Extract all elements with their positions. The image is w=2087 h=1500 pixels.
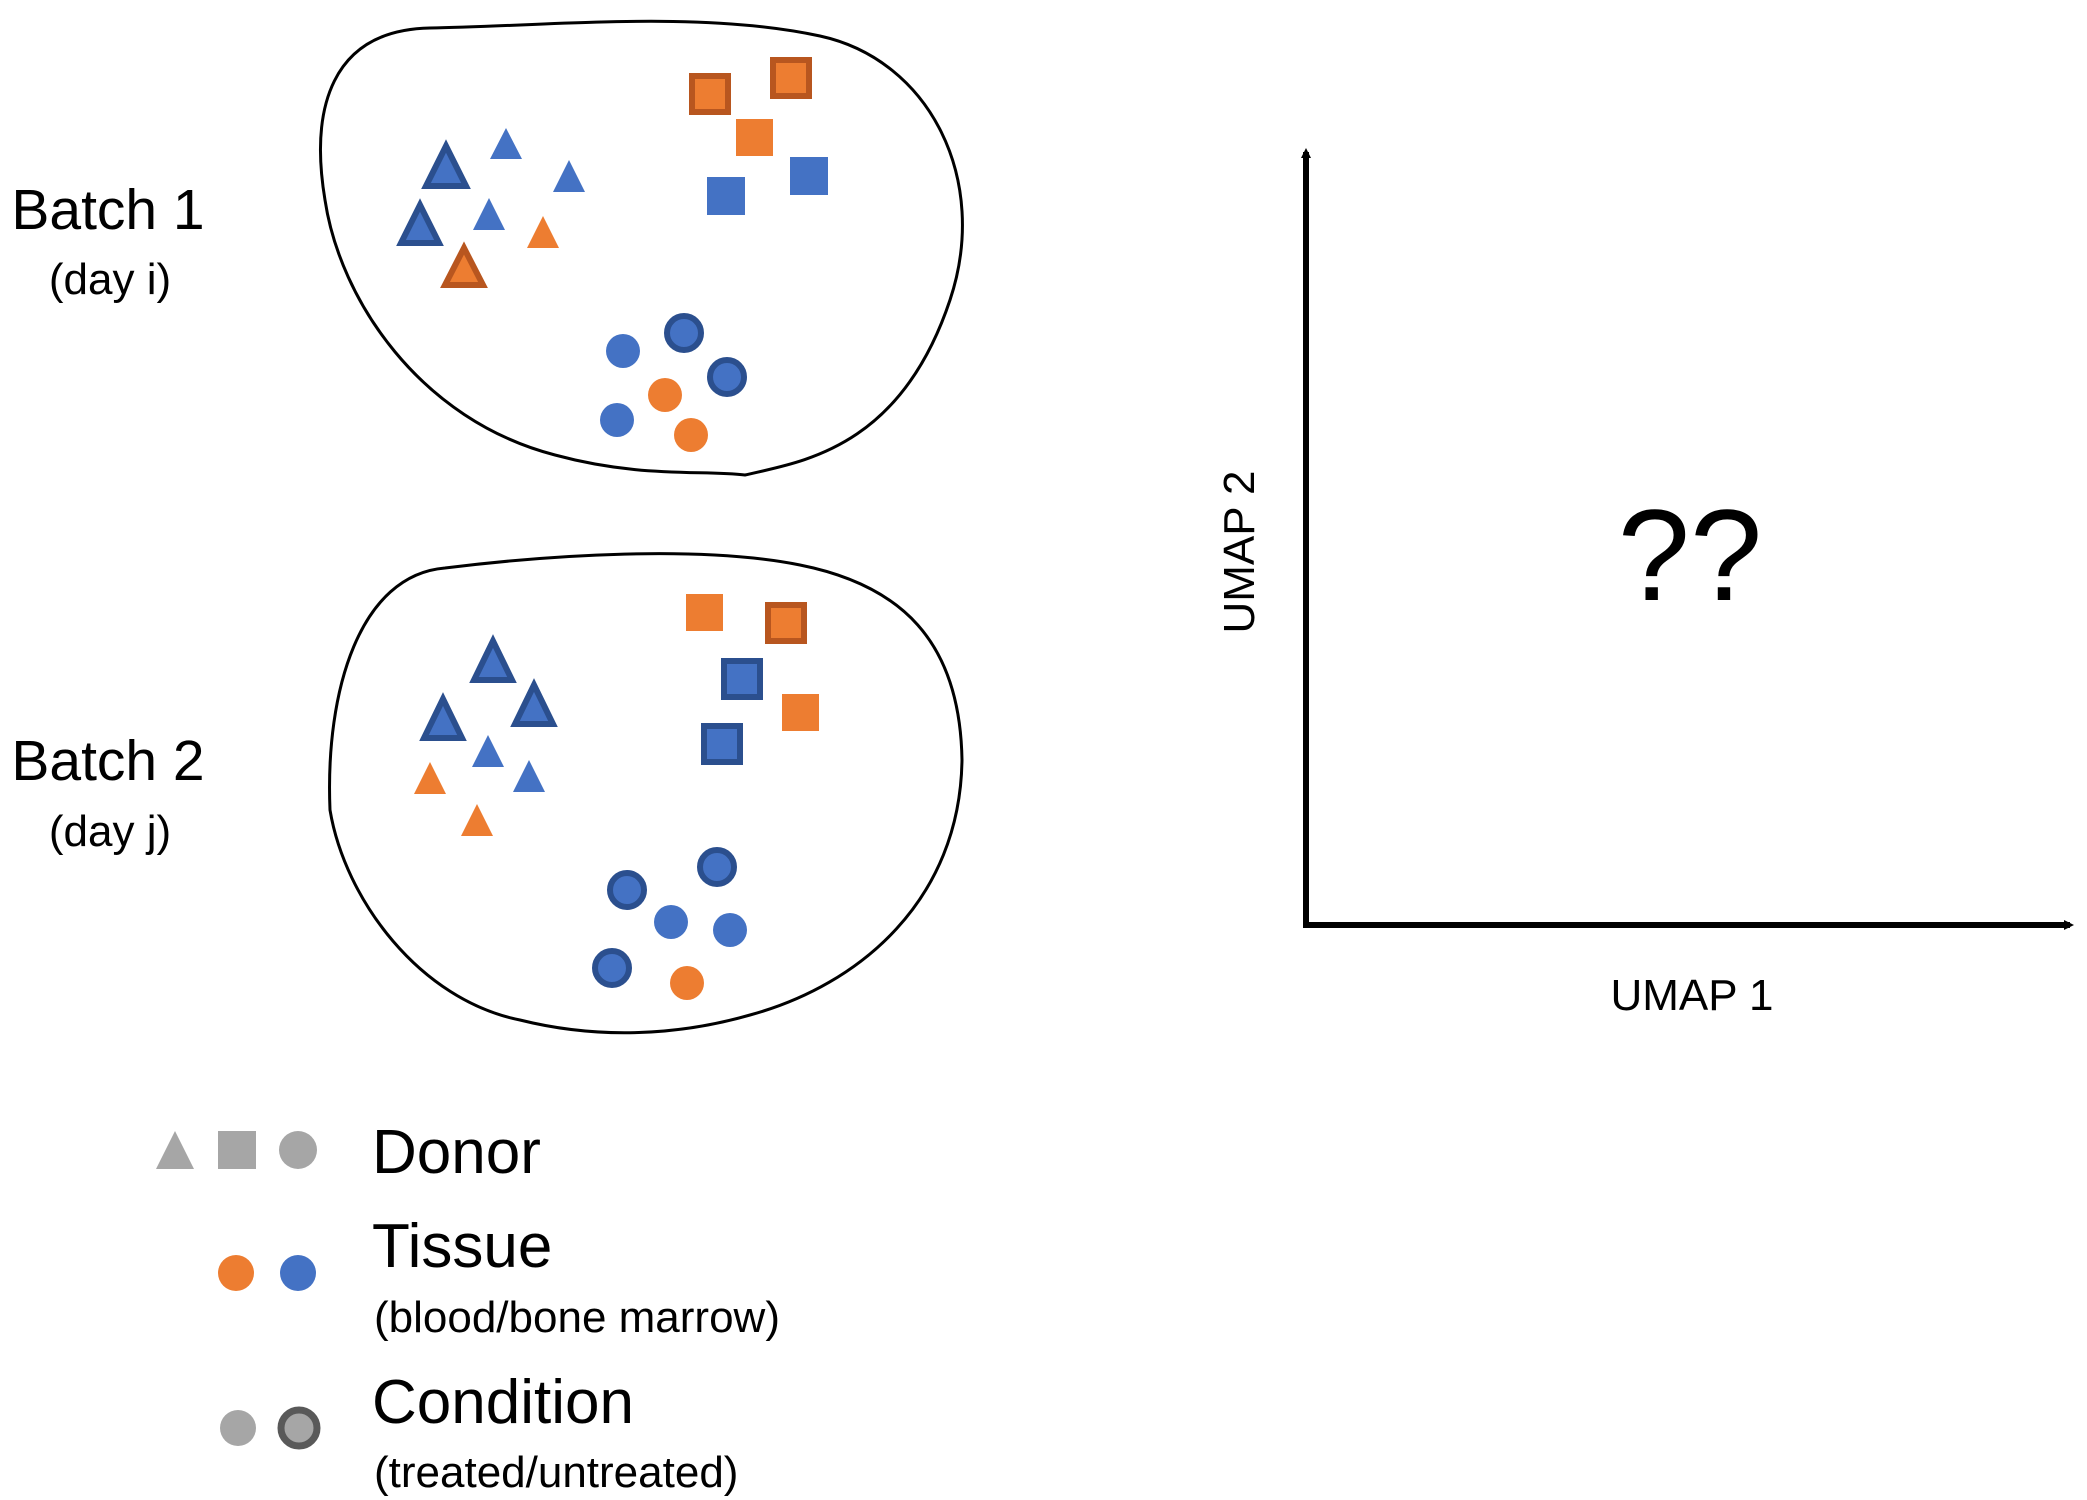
circle-marker [218,1255,254,1291]
circle-marker [664,313,704,353]
legend-tissue-title: Tissue [372,1212,552,1281]
circle-marker [606,334,640,368]
circle-marker [280,1255,316,1291]
square-marker [782,694,819,731]
legend-tissue-icons [218,1255,316,1291]
circle-marker [713,913,747,947]
triangle-marker [473,198,505,230]
triangle-marker [527,216,559,248]
triangle-marker [490,128,522,159]
square-marker [770,57,812,99]
circle-marker [600,403,634,437]
circle-marker [592,948,632,988]
circle-marker [674,418,708,452]
legend-condition-title: Condition [372,1368,634,1437]
triangle-marker [440,241,488,288]
circle-marker [220,1410,256,1446]
triangle-marker [513,760,545,792]
circle-marker [670,966,704,1000]
y-axis-label: UMAP 2 [1215,470,1264,633]
legend-donor-icons [156,1131,317,1169]
triangle-marker [414,762,446,794]
square-marker [689,73,731,115]
legend-tissue-subtitle: (blood/bone marrow) [374,1293,780,1342]
triangle-marker [421,139,471,189]
square-marker [765,602,807,644]
square-marker [707,177,745,215]
batch-1-triangles [396,128,585,288]
triangle-marker [461,804,493,836]
square-marker [218,1131,256,1169]
square-marker [721,658,763,700]
unknown-result-placeholder: ?? [1618,482,1763,628]
batch-2-squares [686,594,819,765]
legend-donor-title: Donor [372,1118,541,1187]
triangle-marker [396,198,444,246]
square-marker [701,723,743,765]
square-marker [686,594,723,631]
circle-marker [279,1131,317,1169]
circle-marker [654,905,688,939]
triangle-marker [510,678,558,727]
batch-1-cluster-outline [319,19,964,477]
batch-1-circles [600,313,747,452]
batch-2-subtitle: (day j) [49,807,171,856]
circle-marker [648,378,682,412]
legend-condition-subtitle: (treated/untreated) [374,1448,738,1497]
batch-1-title: Batch 1 [11,178,204,242]
circle-marker [697,847,737,887]
batch-2-title: Batch 2 [11,729,204,793]
triangle-marker [156,1131,194,1169]
batch-2-cluster-outline [328,552,964,1035]
umap-axes [1301,148,2074,930]
circle-marker [277,1406,321,1450]
batch-1-subtitle: (day i) [49,255,171,304]
legend-condition-icons [220,1406,321,1450]
triangle-marker [419,692,467,741]
triangle-marker [472,735,504,767]
circle-marker [707,357,747,397]
legend: Donor Tissue (blood/bone marrow) Conditi… [156,1118,780,1497]
triangle-marker [469,634,517,683]
x-axis-label: UMAP 1 [1610,971,1773,1020]
batch-1-squares [689,57,828,215]
batch-2-circles [592,847,747,1000]
circle-marker [607,870,647,910]
batch-2-triangles [414,634,558,836]
square-marker [736,119,773,156]
triangle-marker [553,160,585,192]
square-marker [790,157,828,195]
